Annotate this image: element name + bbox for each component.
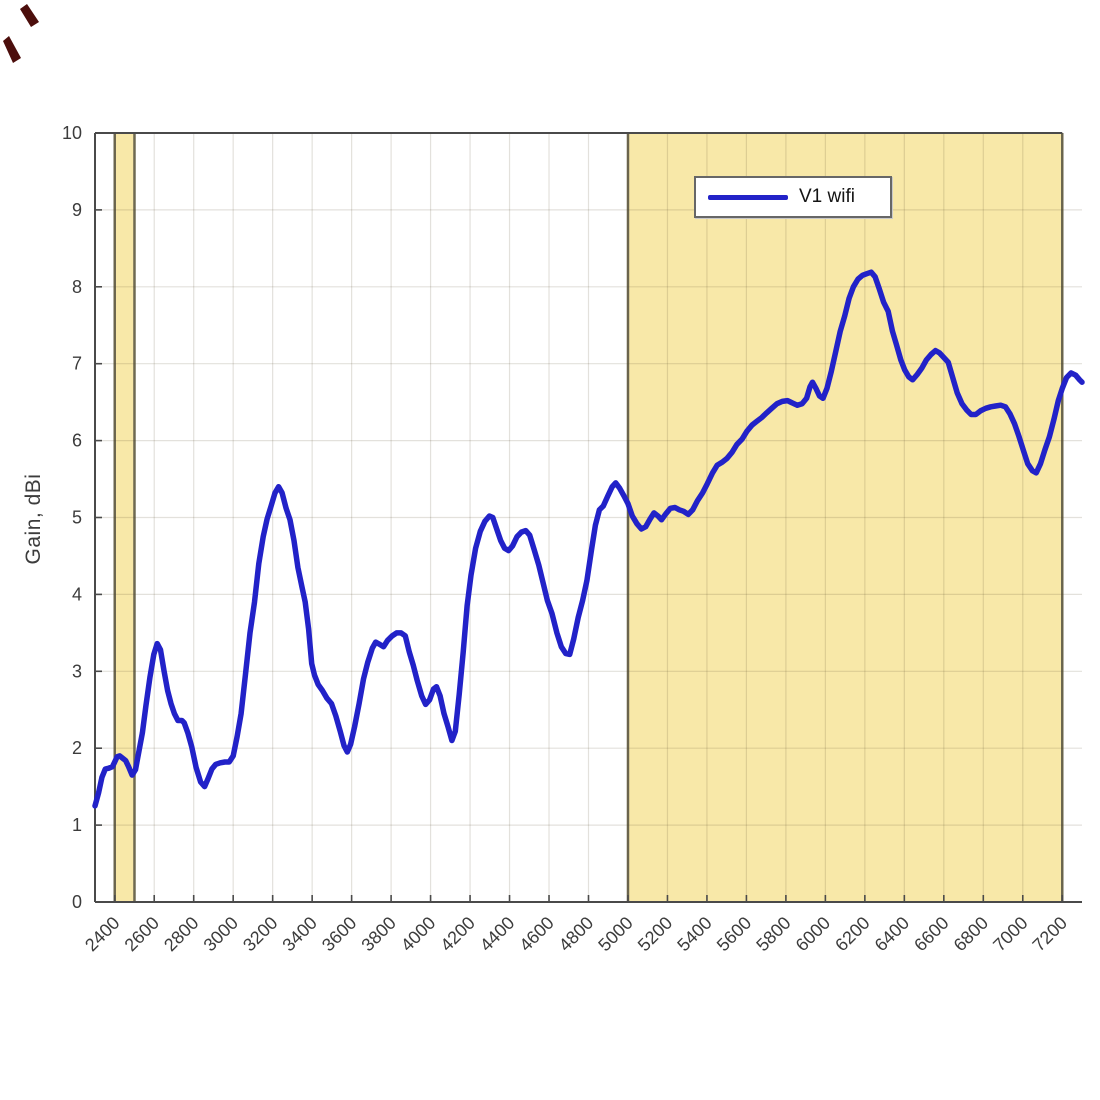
svg-text:9: 9	[72, 200, 82, 220]
svg-text:4800: 4800	[555, 913, 597, 955]
wifi-5g-7g-band	[627, 133, 1063, 902]
svg-text:7000: 7000	[989, 913, 1031, 955]
svg-text:6000: 6000	[792, 913, 834, 955]
pen-mark-bottom	[3, 36, 21, 63]
svg-text:4: 4	[72, 584, 82, 604]
svg-text:5400: 5400	[673, 913, 715, 955]
svg-text:4200: 4200	[436, 913, 478, 955]
legend: V1 wifi	[694, 176, 892, 218]
pen-marks	[3, 4, 39, 63]
svg-text:3800: 3800	[357, 913, 399, 955]
svg-text:10: 10	[62, 123, 82, 143]
pen-mark-top	[20, 4, 39, 27]
svg-text:0: 0	[72, 892, 82, 912]
svg-text:5000: 5000	[594, 913, 636, 955]
svg-text:2600: 2600	[121, 913, 163, 955]
svg-text:4400: 4400	[476, 913, 518, 955]
highlight-bands	[113, 133, 1064, 902]
svg-text:3400: 3400	[279, 913, 321, 955]
svg-text:5: 5	[72, 508, 82, 528]
svg-text:4600: 4600	[515, 913, 557, 955]
svg-text:3600: 3600	[318, 913, 360, 955]
svg-text:2: 2	[72, 738, 82, 758]
svg-text:5600: 5600	[713, 913, 755, 955]
svg-text:6400: 6400	[871, 913, 913, 955]
series-lines	[92, 269, 1085, 809]
series-line-v1-wifi	[92, 269, 1085, 809]
tick-marks	[95, 132, 1064, 903]
svg-text:7: 7	[72, 354, 82, 374]
svg-text:6600: 6600	[910, 913, 952, 955]
svg-text:8: 8	[72, 277, 82, 297]
svg-text:5800: 5800	[752, 913, 794, 955]
wifi-2g4-band	[114, 133, 135, 902]
svg-text:6: 6	[72, 431, 82, 451]
svg-text:6200: 6200	[831, 913, 873, 955]
x-tick-labels: 2400260028003000320034003600380040004200…	[81, 913, 1071, 955]
svg-text:6800: 6800	[950, 913, 992, 955]
legend-label: V1 wifi	[799, 186, 855, 207]
y-axis-label: Gain, dBi	[22, 473, 45, 565]
svg-text:3: 3	[72, 661, 82, 681]
svg-text:3000: 3000	[200, 913, 242, 955]
grid-lines	[95, 133, 1082, 902]
y-tick-labels: 0 1 2 3 4 5 6 7 8 9 10	[62, 123, 82, 912]
svg-text:5200: 5200	[634, 913, 676, 955]
svg-text:4000: 4000	[397, 913, 439, 955]
svg-text:2800: 2800	[160, 913, 202, 955]
svg-text:2400: 2400	[81, 913, 123, 955]
svg-text:1: 1	[72, 815, 82, 835]
legend-line-sample	[708, 194, 788, 200]
svg-text:7200: 7200	[1029, 913, 1071, 955]
svg-text:3200: 3200	[239, 913, 281, 955]
